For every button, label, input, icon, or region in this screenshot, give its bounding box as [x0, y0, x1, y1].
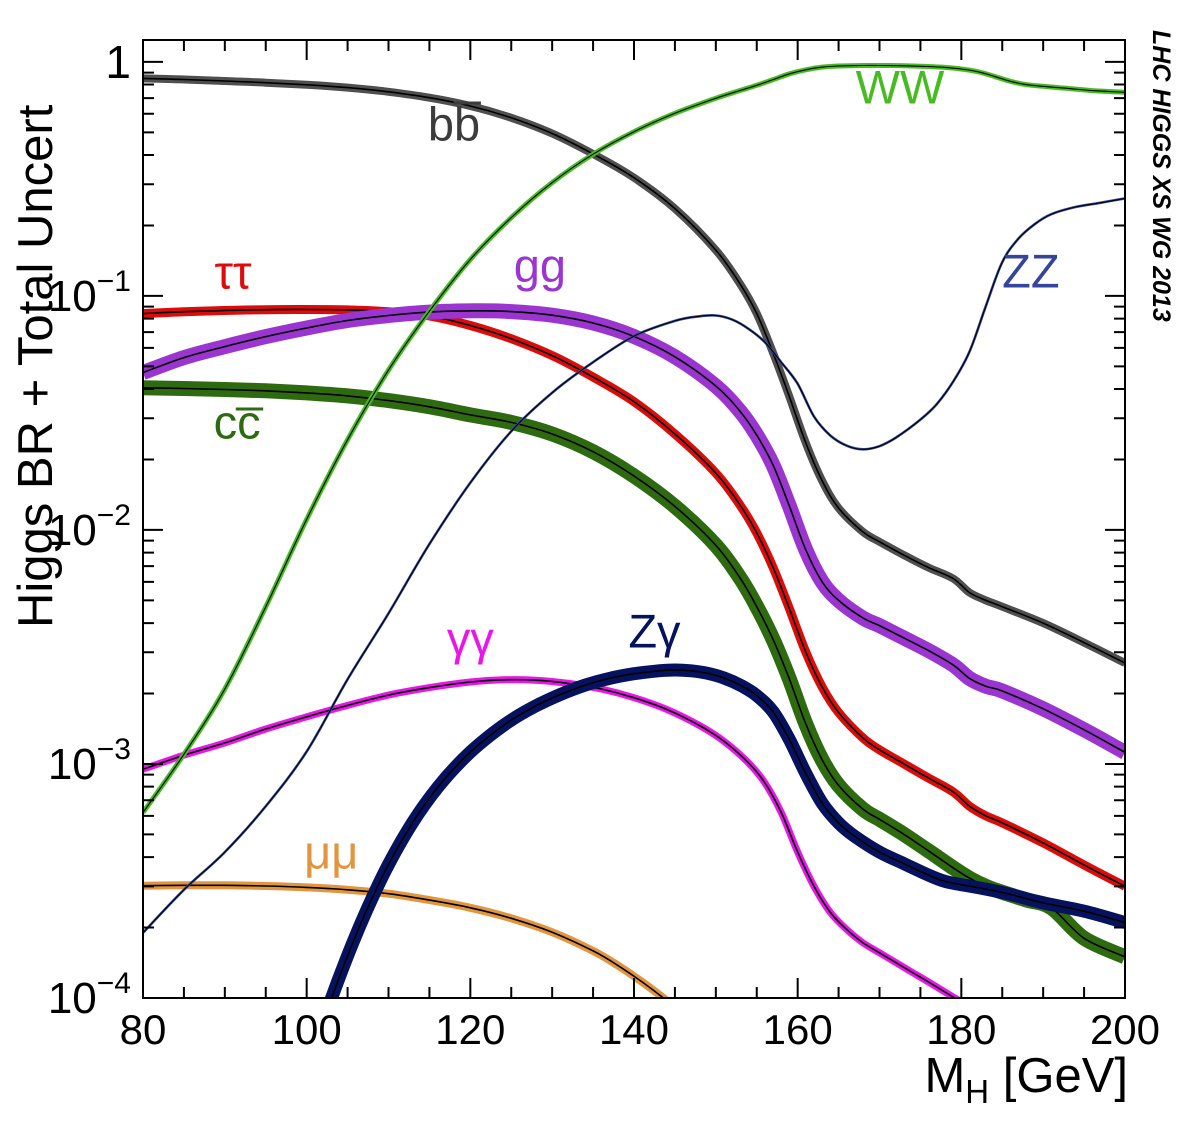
series-label-WW: WW	[855, 60, 945, 114]
svg-text:1: 1	[105, 36, 131, 88]
svg-text:10−4: 10−4	[48, 967, 131, 1023]
svg-text:200: 200	[1090, 1006, 1160, 1053]
series-label-cc: cc̅	[213, 395, 261, 449]
svg-text:100: 100	[272, 1006, 342, 1053]
series-label-bb: bb̅	[427, 97, 481, 151]
series-label-gg: gg	[513, 238, 567, 292]
svg-text:180: 180	[926, 1006, 996, 1053]
series-label-ZZ: ZZ	[1002, 244, 1060, 298]
svg-text:160: 160	[763, 1006, 833, 1053]
series-label-Zgamma: Zγ	[628, 604, 681, 658]
svg-text:10−1: 10−1	[48, 265, 131, 321]
y-axis-title: Higgs BR + Total Uncert	[9, 104, 63, 628]
svg-text:140: 140	[599, 1006, 669, 1053]
svg-text:10−3: 10−3	[48, 733, 131, 789]
x-axis-title-subscript: H	[965, 1072, 990, 1110]
series-label-mumu: μμ	[304, 825, 359, 879]
series-label-tautau: ττ	[214, 245, 252, 299]
x-axis-title-units: [GeV]	[989, 1049, 1128, 1103]
x-axis-title-symbol: M	[924, 1049, 966, 1103]
svg-text:120: 120	[435, 1006, 505, 1053]
svg-text:80: 80	[120, 1006, 167, 1053]
watermark: LHC HIGGS XS WG 2013	[1147, 30, 1175, 322]
x-axis-title: MH [GeV]	[924, 1048, 1128, 1111]
series-label-gamgam: γγ	[446, 611, 494, 665]
